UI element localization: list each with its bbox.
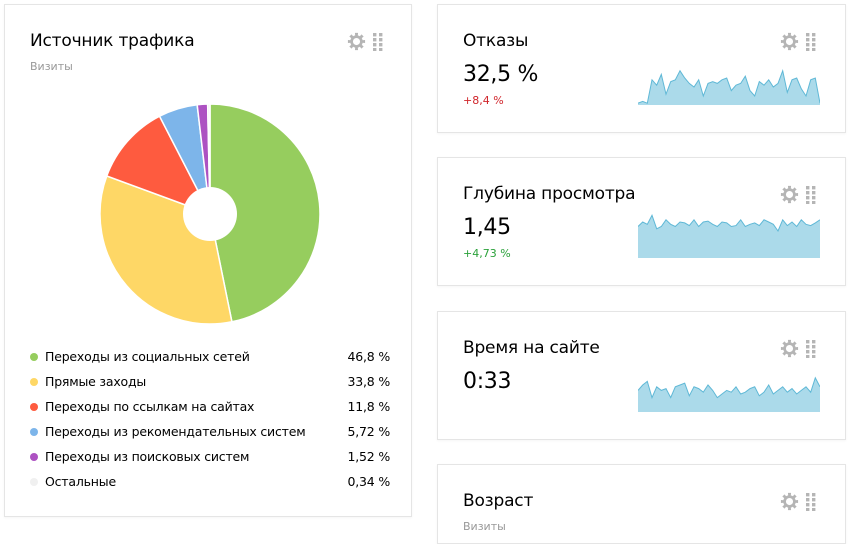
legend-item[interactable]: Прямые заходы 33,8 % — [30, 369, 390, 394]
legend-item[interactable]: Остальные 0,34 % — [30, 469, 390, 494]
legend-item[interactable]: Переходы из поисковых систем 1,52 % — [30, 444, 390, 469]
pie-slice[interactable] — [209, 103, 321, 323]
drag-handle-icon[interactable] — [373, 32, 383, 51]
metric-delta: +8,4 % — [463, 94, 504, 107]
metric-value: 1,45 — [463, 215, 511, 240]
legend-item[interactable]: Переходы из рекомендательных систем 5,72 … — [30, 419, 390, 444]
drag-handle-icon[interactable] — [806, 32, 816, 51]
legend-dot-icon — [30, 377, 38, 386]
card-title: Глубина просмотра — [463, 184, 636, 204]
legend-label: Переходы из поисковых систем — [45, 449, 250, 464]
time-card: Время на сайте 0:33 — [437, 311, 846, 440]
sparkline-area — [638, 377, 820, 412]
card-subtitle: Визиты — [30, 60, 73, 73]
legend-dot-icon — [30, 477, 38, 486]
gear-icon[interactable] — [780, 339, 799, 358]
pie-slice[interactable] — [105, 115, 212, 216]
donut-hole — [183, 187, 237, 241]
legend-value: 46,8 % — [347, 349, 391, 364]
gear-icon[interactable] — [347, 32, 366, 51]
time-sparkline — [638, 376, 820, 412]
depth-sparkline — [638, 214, 820, 258]
sparkline-line — [638, 214, 820, 233]
card-tools — [780, 185, 816, 204]
card-tools — [347, 32, 383, 51]
legend-label: Остальные — [45, 474, 116, 489]
metric-delta: +4,73 % — [463, 247, 511, 260]
legend-label: Переходы по ссылкам на сайтах — [45, 399, 255, 414]
card-subtitle: Визиты — [463, 520, 506, 533]
legend-label: Прямые заходы — [45, 374, 147, 389]
card-title: Возраст — [463, 491, 534, 511]
sparkline-area — [638, 70, 820, 105]
card-tools — [780, 492, 816, 511]
card-title: Отказы — [463, 31, 529, 51]
legend-dot-icon — [30, 402, 38, 411]
depth-card: Глубина просмотра 1,45 +4,73 % — [437, 157, 846, 286]
pie-slice[interactable] — [206, 103, 211, 215]
legend-value: 33,8 % — [347, 374, 391, 389]
sparkline-area — [638, 215, 820, 258]
card-title: Время на сайте — [463, 338, 600, 358]
legend-item[interactable]: Переходы по ссылкам на сайтах 11,8 % — [30, 394, 390, 419]
gear-icon[interactable] — [780, 185, 799, 204]
legend-value: 11,8 % — [347, 399, 391, 414]
gear-icon[interactable] — [780, 32, 799, 51]
bounce-sparkline — [638, 69, 820, 105]
metric-value: 32,5 % — [463, 62, 539, 87]
sparkline-line — [638, 69, 820, 104]
legend-value: 1,52 % — [347, 449, 391, 464]
bounce-card: Отказы 32,5 % +8,4 % — [437, 4, 846, 133]
gear-icon[interactable] — [780, 492, 799, 511]
traffic-source-card: Источник трафика Визиты — [4, 4, 412, 517]
legend-dot-icon — [30, 427, 38, 436]
legend-label: Переходы из социальных сетей — [45, 349, 250, 364]
age-card: Возраст Визиты — [437, 464, 846, 544]
sparkline-line — [638, 376, 820, 400]
drag-handle-icon[interactable] — [806, 339, 816, 358]
legend-dot-icon — [30, 452, 38, 461]
card-tools — [780, 32, 816, 51]
traffic-legend: Переходы из социальных сетей 46,8 % Прямые… — [30, 344, 390, 494]
legend-dot-icon — [30, 352, 38, 361]
card-title: Источник трафика — [30, 31, 195, 51]
metric-value: 0:33 — [463, 369, 512, 394]
legend-item[interactable]: Переходы из социальных сетей 46,8 % — [30, 344, 390, 369]
legend-value: 0,34 % — [347, 474, 391, 489]
legend-value: 5,72 % — [347, 424, 391, 439]
drag-handle-icon[interactable] — [806, 492, 816, 511]
card-tools — [780, 339, 816, 358]
drag-handle-icon[interactable] — [806, 185, 816, 204]
donut-chart — [99, 103, 321, 325]
legend-label: Переходы из рекомендательных систем — [45, 424, 306, 439]
